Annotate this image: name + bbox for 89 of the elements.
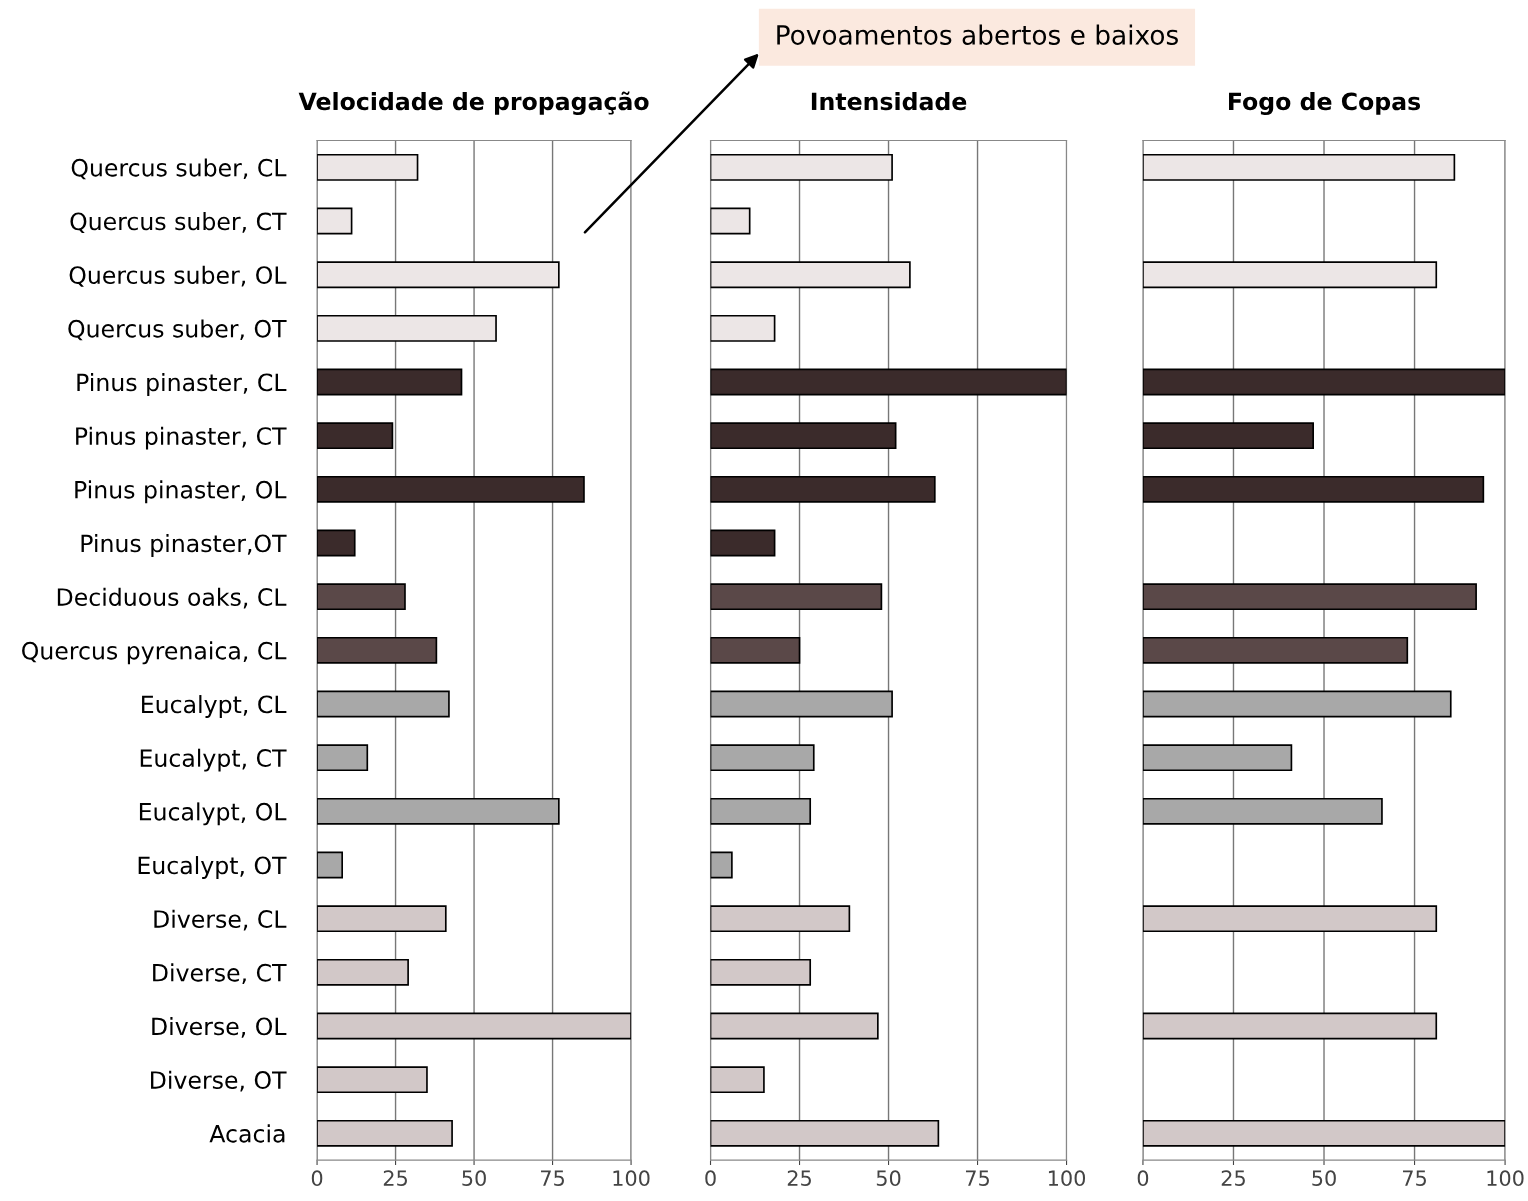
bar [710, 958, 812, 986]
y-tick-label: Eucalypt, OL [139, 802, 287, 826]
bar [317, 583, 406, 611]
bar [317, 958, 409, 986]
bar [317, 744, 369, 772]
bar [710, 1119, 940, 1147]
bar [317, 1012, 632, 1040]
bar [710, 905, 851, 933]
x-tick-label: 75 [965, 1170, 989, 1187]
y-tick-label: Eucalypt, CT [140, 748, 287, 772]
bar [710, 422, 897, 450]
x-tick-label: 25 [1221, 1170, 1245, 1187]
y-tick-label: Quercus suber, OL [69, 265, 287, 287]
bar [1142, 905, 1438, 933]
bar [317, 851, 344, 879]
y-tick-label: Eucalypt, CL [142, 695, 287, 718]
bar [710, 1012, 879, 1040]
bar [1142, 636, 1409, 664]
x-tick-label: 0 [705, 1170, 716, 1187]
bar [1142, 744, 1293, 772]
bar [1142, 583, 1477, 611]
bar [710, 851, 733, 879]
y-tick-label: Pinus pinaster, CL [77, 373, 287, 396]
chart-title: Intensidade [811, 92, 967, 111]
bar [317, 797, 560, 825]
x-tick-label: 50 [876, 1170, 901, 1187]
bar [710, 314, 776, 342]
bar [1142, 1012, 1438, 1040]
bar [317, 314, 497, 342]
y-tick-label: Diverse, OT [151, 1070, 287, 1092]
bar [317, 1119, 453, 1147]
bar [710, 153, 893, 181]
bar [317, 368, 463, 396]
x-tick-label: 0 [1137, 1170, 1149, 1187]
bar [317, 261, 560, 289]
bar [1142, 422, 1314, 450]
bar [1142, 1119, 1506, 1147]
bar [710, 1066, 765, 1094]
y-tick-label: Diverse, OL [152, 1017, 287, 1038]
bar [710, 207, 751, 235]
bar [1142, 368, 1506, 396]
bar [1142, 797, 1383, 825]
bar [710, 636, 801, 664]
bar [710, 744, 815, 772]
y-tick-label: Diverse, CT [153, 963, 287, 985]
text: Povoamentos abertos e baixos [777, 24, 1178, 45]
y-tick-label: Diverse, CL [154, 909, 287, 931]
bar [710, 475, 936, 503]
x-tick-label: 25 [383, 1170, 407, 1187]
bar [317, 153, 419, 181]
x-tick-label: 75 [541, 1170, 564, 1187]
bar [1142, 690, 1452, 718]
bar [1142, 475, 1485, 503]
bar [317, 207, 353, 235]
y-tick-label: Quercus suber, CL [71, 158, 287, 180]
bar [317, 529, 356, 557]
y-tick-label: Acacia [209, 1124, 285, 1143]
y-tick-label: Pinus pinaster, OL [75, 480, 287, 504]
y-tick-label: Quercus pyrenaica, CL [22, 641, 287, 665]
bar [317, 475, 585, 503]
y-tick-label: Quercus suber, OT [68, 319, 287, 341]
chart-title: Velocidade de propagação [298, 91, 649, 116]
bar [710, 368, 1067, 396]
bar [710, 529, 776, 557]
x-tick-label: 100 [1487, 1170, 1524, 1187]
bar [710, 690, 893, 718]
chart-title: Fogo de Copas [1229, 92, 1421, 116]
y-tick-label: Pinus pinaster, CT [76, 426, 287, 450]
y-tick-label: Pinus pinaster,OT [81, 534, 287, 557]
x-tick-label: 50 [462, 1170, 486, 1187]
bar [317, 1066, 428, 1094]
bar [710, 261, 911, 289]
y-tick-label: Deciduous oaks, CL [57, 587, 287, 609]
bar [710, 583, 883, 611]
x-tick-label: 75 [1403, 1170, 1426, 1187]
x-tick-label: 100 [613, 1170, 650, 1187]
bar [317, 422, 394, 450]
bar [710, 797, 812, 825]
x-tick-label: 50 [1312, 1170, 1336, 1187]
bar [1142, 261, 1438, 289]
bar [317, 905, 447, 933]
x-tick-label: 25 [787, 1170, 811, 1187]
bar [317, 690, 450, 718]
y-tick-label: Quercus suber, CT [70, 212, 287, 234]
y-tick-label: Eucalypt, OT [138, 856, 287, 879]
bar [317, 636, 438, 664]
x-tick-label: 0 [311, 1170, 323, 1187]
bar [1142, 153, 1456, 181]
x-tick-label: 100 [1048, 1170, 1086, 1187]
